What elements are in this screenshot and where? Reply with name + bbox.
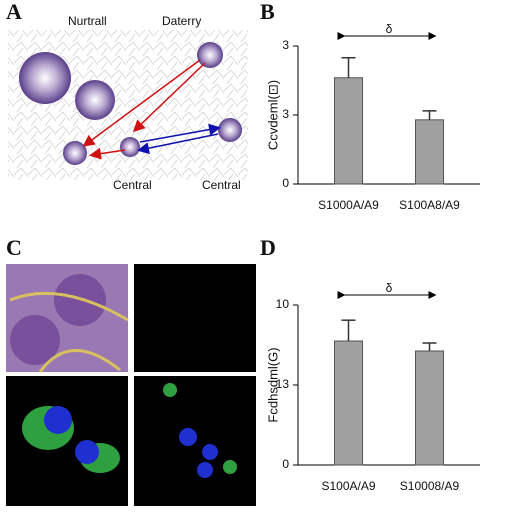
y-tick-label: 3 [282,107,289,121]
y-axis-label: Ccvdeml(⊡) [265,80,280,150]
micrograph-detail [197,462,213,478]
cell [75,80,115,120]
x-tick-label: S100A8/A9 [399,198,460,212]
significance-label: δ [386,22,393,36]
y-tick-label: 0 [282,176,289,190]
diagram-label: Central [113,178,152,192]
micrograph [134,264,256,372]
panel-label: C [6,235,22,260]
micrograph-detail [179,428,197,446]
bar [334,340,363,466]
micrograph-detail [9,291,129,373]
micrograph-detail [75,440,99,464]
arrow [139,123,221,143]
cell [218,118,242,142]
arrow [82,59,201,147]
cell [197,42,223,68]
micrograph-detail [163,383,177,397]
panel-label: A [6,0,22,24]
y-axis-label: Fcdhsdml(G) [265,347,280,422]
x-tick-label: S10008/A9 [400,479,460,493]
y-tick-label: 3 [282,38,289,52]
arrow [132,62,206,133]
y-tick-label: 10 [276,297,290,311]
cell [63,141,87,165]
micrograph-detail [44,406,72,434]
significance-label: δ [386,281,393,295]
diagram-label: Nurtrall [68,14,107,28]
bar [415,119,444,185]
micrograph-detail [10,315,60,365]
y-tick-label: 13 [276,377,290,391]
diagram-label: Daterry [162,14,201,28]
cell [120,137,140,157]
bar [334,77,363,185]
cell [19,52,71,104]
panel-label: B [260,0,275,24]
diagram-label: Central [202,178,241,192]
bar [415,350,444,466]
micrograph-detail [202,444,218,460]
x-tick-label: S1000A/A9 [318,198,379,212]
y-tick-label: 0 [282,457,289,471]
micrograph-detail [223,460,237,474]
arrow [89,147,126,160]
panel-label: D [260,235,276,260]
arrow [137,133,219,155]
x-tick-label: S100A/A9 [321,479,375,493]
